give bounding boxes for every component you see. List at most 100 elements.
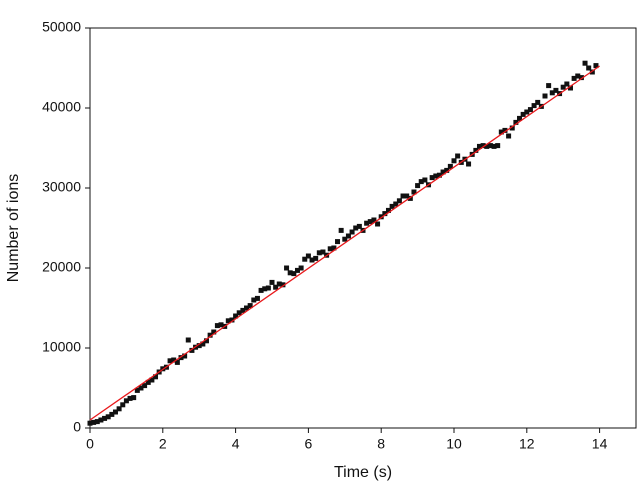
- data-point: [447, 163, 453, 169]
- data-point: [309, 257, 315, 263]
- data-point: [294, 267, 300, 273]
- data-point: [233, 313, 239, 319]
- data-point: [138, 385, 144, 391]
- data-point: [291, 271, 297, 277]
- data-point: [349, 229, 355, 235]
- data-point: [116, 406, 122, 412]
- data-point: [207, 332, 213, 338]
- data-point: [480, 143, 486, 149]
- data-point: [389, 203, 395, 209]
- data-point: [476, 143, 482, 149]
- y-tick-label: 40000: [42, 99, 81, 115]
- data-point: [436, 172, 442, 178]
- data-point: [473, 147, 479, 153]
- data-point: [382, 211, 388, 217]
- data-point: [178, 355, 184, 361]
- data-point: [251, 297, 257, 303]
- data-point: [411, 189, 417, 195]
- data-point: [91, 419, 97, 425]
- data-point: [455, 153, 461, 159]
- data-point: [305, 253, 311, 259]
- data-point: [546, 83, 552, 89]
- data-point: [491, 143, 497, 149]
- data-point: [214, 323, 220, 329]
- data-point: [335, 239, 341, 245]
- data-point: [182, 353, 188, 359]
- data-point: [407, 195, 413, 201]
- data-point: [196, 343, 202, 349]
- data-point: [112, 409, 118, 415]
- y-tick-label: 30000: [42, 179, 81, 195]
- fit-line: [89, 65, 600, 421]
- x-tick-label: 2: [159, 436, 167, 452]
- data-point: [502, 127, 508, 133]
- data-point: [575, 73, 581, 79]
- data-point: [422, 177, 428, 183]
- data-point: [265, 285, 271, 291]
- data-point: [327, 246, 333, 252]
- data-point: [553, 87, 559, 93]
- x-tick-label: 6: [305, 436, 313, 452]
- data-point: [120, 402, 126, 408]
- data-point: [571, 75, 577, 81]
- data-point: [517, 115, 523, 121]
- data-point: [429, 175, 435, 181]
- data-point: [229, 317, 235, 323]
- x-tick-label: 10: [446, 436, 462, 452]
- data-point: [509, 125, 515, 131]
- data-point: [364, 220, 370, 226]
- x-tick-label: 12: [519, 436, 535, 452]
- data-point: [87, 420, 93, 426]
- data-point: [167, 358, 173, 364]
- data-point: [342, 236, 348, 242]
- data-point: [385, 207, 391, 213]
- data-point: [247, 303, 253, 309]
- data-point: [236, 310, 242, 316]
- data-point: [280, 282, 286, 288]
- data-point: [313, 255, 319, 261]
- y-tick-label: 50000: [42, 19, 81, 35]
- data-point: [269, 279, 275, 285]
- data-point: [142, 383, 148, 389]
- data-point: [131, 395, 137, 401]
- x-tick-label: 0: [86, 436, 94, 452]
- data-point: [524, 109, 530, 115]
- data-point: [200, 341, 206, 347]
- x-axis-label: Time (s): [334, 464, 392, 481]
- data-point: [520, 111, 526, 117]
- data-point: [149, 377, 155, 383]
- data-point: [94, 419, 100, 425]
- data-point: [98, 417, 104, 423]
- data-point: [487, 143, 493, 149]
- data-point: [531, 103, 537, 109]
- data-point: [375, 221, 381, 227]
- data-point: [356, 223, 362, 229]
- data-point: [527, 107, 533, 113]
- data-point: [433, 173, 439, 179]
- data-point: [560, 84, 566, 90]
- data-point: [127, 395, 133, 401]
- data-point: [203, 338, 209, 344]
- data-point: [393, 201, 399, 207]
- data-point: [218, 322, 224, 328]
- data-point: [578, 75, 584, 81]
- data-point: [262, 286, 268, 292]
- x-tick-label: 14: [592, 436, 608, 452]
- data-point: [254, 295, 260, 301]
- data-point: [466, 161, 472, 167]
- data-point: [338, 227, 344, 233]
- data-point: [440, 169, 446, 175]
- data-point: [185, 337, 191, 343]
- data-point: [582, 60, 588, 66]
- data-point: [415, 183, 421, 189]
- data-point: [444, 167, 450, 173]
- data-point: [567, 85, 573, 91]
- data-point: [404, 193, 410, 199]
- data-point: [134, 387, 140, 393]
- data-point: [495, 143, 501, 149]
- data-point: [367, 219, 373, 225]
- x-tick-label: 4: [232, 436, 240, 452]
- data-point: [589, 69, 595, 75]
- data-point: [378, 214, 384, 220]
